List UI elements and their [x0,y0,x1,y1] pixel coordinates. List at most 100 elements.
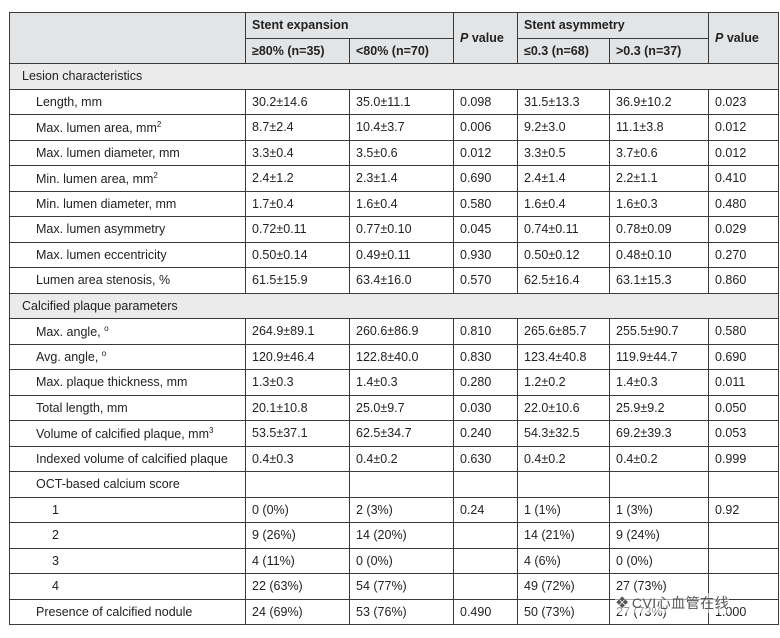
header-pvalue-1: P value [453,12,518,64]
cell-asymmetry-low: 9.2±3.0 [517,114,610,141]
table-row: Total length, mm 20.1±10.8 25.0±9.7 0.030 22… [9,394,779,421]
row-label: Max. lumen eccentricity [9,241,246,268]
header-pvalue-2: P value [708,12,779,64]
cell-pvalue-1: 0.098 [453,88,518,115]
cell-expansion-low: 54 (77%) [349,573,454,600]
header-row-group: Stent expansion P value Stent asymmetry … [9,12,779,64]
cell-asymmetry-high: 3.7±0.6 [609,139,709,166]
row-label: Min. lumen diameter, mm [9,190,246,217]
table-row: Length, mm 30.2±14.6 35.0±11.1 0.098 31.5±13… [9,88,779,115]
cell-expansion-low: 35.0±11.1 [349,88,454,115]
cell-expansion-low: 14 (20%) [349,522,454,549]
cell-pvalue-1: 0.006 [453,114,518,141]
cell-asymmetry-high: 255.5±90.7 [609,318,709,345]
table-body: Lesion characteristics Length, mm 30.2±14.… [9,63,779,625]
cell-expansion-high: 264.9±89.1 [245,318,350,345]
row-label: OCT-based calcium score [9,471,246,498]
cell-asymmetry-low: 123.4±40.8 [517,343,610,370]
cell-pvalue-1: 0.030 [453,394,518,421]
cell-expansion-high: 1.7±0.4 [245,190,350,217]
table-row: Max. lumen asymmetry 0.72±0.11 0.77±0.10 0.… [9,216,779,243]
cell-expansion-high: 2.4±1.2 [245,165,350,192]
table-row: Presence of calcified nodule 24 (69%) 53 (… [9,598,779,625]
section-row: Calcified plaque parameters [9,292,779,319]
table-row: Max. lumen diameter, mm 3.3±0.4 3.5±0.6 0.0… [9,139,779,166]
cell-pvalue-2 [708,547,779,574]
cell-pvalue-2: 0.270 [708,241,779,268]
cell-pvalue-1 [453,573,518,600]
cell-pvalue-2: 0.999 [708,445,779,472]
header-stent-asymmetry: Stent asymmetry [517,12,709,39]
cut-off-caption [6,0,10,2]
cell-asymmetry-high: 0 (0%) [609,547,709,574]
cell-expansion-low: 3.5±0.6 [349,139,454,166]
cell-asymmetry-high: 1.4±0.3 [609,369,709,396]
cell-pvalue-2: 0.580 [708,318,779,345]
table-row: Min. lumen diameter, mm 1.7±0.4 1.6±0.4 0.5… [9,190,779,217]
cell-asymmetry-high: 1.6±0.3 [609,190,709,217]
cell-expansion-low: 0.4±0.2 [349,445,454,472]
row-label: Presence of calcified nodule [9,598,246,625]
cell-expansion-low: 1.6±0.4 [349,190,454,217]
cell-asymmetry-low: 49 (72%) [517,573,610,600]
section-row: Lesion characteristics [9,63,779,90]
row-label: Volume of calcified plaque, mm3 [9,420,246,447]
cell-expansion-low: 63.4±16.0 [349,267,454,294]
row-label: Lumen area stenosis, % [9,267,246,294]
header-expansion-high: ≥80% (n=35) [245,37,350,64]
header-asymmetry-low: ≤0.3 (n=68) [517,37,610,64]
table-row: Max. lumen eccentricity 0.50±0.14 0.49±0.1… [9,241,779,268]
watermark-text: CVI心血管在线 [631,595,730,611]
cell-expansion-low: 62.5±34.7 [349,420,454,447]
cell-expansion-low: 25.0±9.7 [349,394,454,421]
cell-expansion-low [349,471,454,498]
cell-asymmetry-low: 0.74±0.11 [517,216,610,243]
row-label: 4 [9,573,246,600]
cell-asymmetry-high: 0.48±0.10 [609,241,709,268]
data-table: Stent expansion P value Stent asymmetry … [9,12,779,625]
cell-expansion-high: 8.7±2.4 [245,114,350,141]
cell-expansion-low: 0.49±0.11 [349,241,454,268]
cell-pvalue-2: 0.023 [708,88,779,115]
cell-asymmetry-high: 2.2±1.1 [609,165,709,192]
cell-pvalue-1: 0.280 [453,369,518,396]
header-blank [9,12,246,64]
cell-expansion-high: 0 (0%) [245,496,350,523]
cell-asymmetry-high: 63.1±15.3 [609,267,709,294]
cell-pvalue-1: 0.930 [453,241,518,268]
cell-asymmetry-low: 50 (73%) [517,598,610,625]
cell-pvalue-1: 0.045 [453,216,518,243]
cell-expansion-high: 120.9±46.4 [245,343,350,370]
cell-pvalue-2: 0.012 [708,114,779,141]
cell-expansion-high: 4 (11%) [245,547,350,574]
table-row: Max. angle, o 264.9±89.1 260.6±86.9 0.810 26… [9,318,779,345]
cell-asymmetry-high: 119.9±44.7 [609,343,709,370]
cell-asymmetry-low: 1 (1%) [517,496,610,523]
row-label: Max. lumen area, mm2 [9,114,246,141]
cell-asymmetry-low: 31.5±13.3 [517,88,610,115]
cell-expansion-low: 122.8±40.0 [349,343,454,370]
row-label: Max. plaque thickness, mm [9,369,246,396]
cell-asymmetry-high: 0.4±0.2 [609,445,709,472]
section-header: Lesion characteristics [9,63,779,90]
cell-pvalue-1: 0.570 [453,267,518,294]
cell-expansion-high: 0.72±0.11 [245,216,350,243]
section-header: Calcified plaque parameters [9,292,779,319]
cell-pvalue-1 [453,522,518,549]
cell-expansion-low: 0.77±0.10 [349,216,454,243]
row-label: Total length, mm [9,394,246,421]
row-label: Indexed volume of calcified plaque [9,445,246,472]
cell-asymmetry-low: 4 (6%) [517,547,610,574]
cell-expansion-high: 61.5±15.9 [245,267,350,294]
cell-asymmetry-low: 1.2±0.2 [517,369,610,396]
cell-asymmetry-low: 265.6±85.7 [517,318,610,345]
cell-expansion-low: 260.6±86.9 [349,318,454,345]
watermark: ❖ CVI心血管在线 [615,593,730,613]
cell-pvalue-1: 0.630 [453,445,518,472]
table-row: Volume of calcified plaque, mm3 53.5±37.1… [9,420,779,447]
cell-pvalue-2 [708,522,779,549]
cell-asymmetry-low: 62.5±16.4 [517,267,610,294]
cell-pvalue-1: 0.24 [453,496,518,523]
